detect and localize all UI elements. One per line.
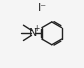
Text: I⁻: I⁻ <box>37 3 47 13</box>
Text: +: + <box>33 24 40 33</box>
Text: N: N <box>29 28 37 38</box>
